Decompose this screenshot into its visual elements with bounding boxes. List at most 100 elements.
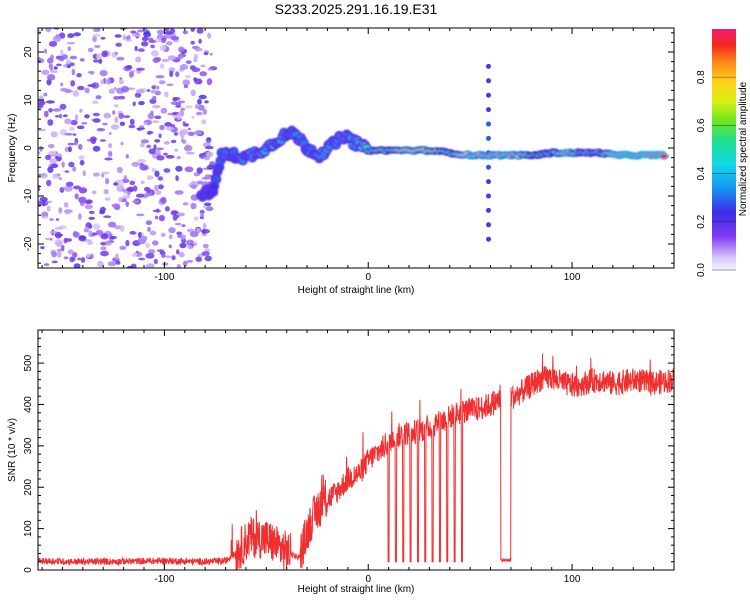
noise-cell: [190, 184, 197, 190]
noise-cell: [141, 41, 149, 47]
noise-cell: [123, 115, 131, 118]
noise-cell: [96, 53, 103, 60]
noise-cell: [205, 151, 214, 158]
noise-cell: [63, 114, 68, 117]
noise-cell: [202, 222, 207, 229]
noise-cell: [80, 257, 86, 263]
noise-cell: [119, 77, 123, 80]
y-tick-label: 20: [23, 46, 34, 58]
noise-cell: [49, 158, 58, 165]
noise-cell: [152, 57, 161, 63]
noise-cell: [49, 218, 54, 221]
noise-cell: [170, 211, 179, 214]
noise-cell: [111, 203, 121, 208]
stripe-cell: [486, 107, 491, 113]
noise-cell: [152, 104, 161, 109]
noise-cell: [204, 145, 214, 150]
noise-cell: [78, 213, 82, 220]
noise-cell: [172, 97, 178, 102]
noise-cell: [151, 85, 156, 89]
noise-cell: [174, 190, 184, 195]
noise-cell: [46, 78, 52, 86]
noise-cell: [181, 224, 186, 228]
noise-cell: [176, 155, 181, 160]
noise-cell: [190, 89, 196, 97]
noise-cell: [175, 56, 184, 60]
noise-cell: [204, 174, 212, 178]
noise-cell: [195, 256, 202, 263]
noise-cell: [84, 199, 92, 205]
noise-cell: [125, 239, 130, 247]
noise-cell: [203, 52, 209, 56]
colorbar-gradient: [712, 29, 736, 270]
noise-cell: [132, 185, 138, 192]
noise-cell: [118, 113, 125, 119]
noise-cell: [84, 226, 89, 233]
noise-cell: [120, 141, 124, 146]
noise-cell: [190, 28, 195, 32]
noise-cell: [67, 146, 72, 153]
noise-cell: [56, 251, 62, 258]
noise-cell: [52, 35, 62, 43]
noise-cell: [139, 164, 148, 171]
noise-cell: [50, 54, 54, 60]
noise-cell: [84, 204, 93, 210]
noise-cell: [176, 113, 182, 121]
noise-cell: [197, 98, 202, 105]
noise-cell: [74, 141, 78, 146]
noise-cell: [147, 37, 154, 41]
stripe-cell: [486, 92, 491, 98]
snr-series-line: [38, 353, 674, 570]
noise-cell: [39, 145, 43, 152]
noise-cell: [182, 79, 191, 86]
noise-cell: [200, 212, 205, 218]
noise-cell: [185, 105, 193, 109]
noise-cell: [67, 33, 75, 39]
noise-cell: [92, 112, 100, 117]
noise-cell: [136, 213, 145, 217]
noise-cell: [100, 246, 107, 251]
noise-cell: [103, 215, 112, 218]
noise-cell: [59, 103, 67, 110]
noise-cell: [137, 159, 146, 163]
track-cell: [230, 148, 238, 155]
noise-cell: [118, 95, 126, 100]
noise-cell: [114, 225, 122, 230]
colorbar-tick-label: 0.2: [696, 214, 707, 228]
noise-cell: [201, 228, 207, 235]
noise-cell: [175, 105, 182, 108]
noise-cell: [45, 154, 52, 160]
noise-cell: [128, 124, 136, 129]
noise-cell: [92, 223, 101, 230]
snr-panel: -100 0 100 0 100 200 300 400 500 Height of stra…: [7, 329, 675, 595]
stripe-cell: [486, 164, 491, 170]
noise-cell: [164, 122, 173, 127]
noise-cell: [88, 210, 95, 215]
noise-cell: [53, 66, 58, 70]
noise-cell: [72, 166, 77, 172]
noise-cell: [198, 94, 207, 100]
noise-cell: [176, 215, 180, 218]
noise-cell: [198, 38, 202, 44]
noise-cell: [134, 45, 138, 52]
noise-cell: [190, 202, 197, 210]
snr-frame: [37, 329, 675, 571]
noise-cell: [38, 151, 41, 155]
noise-cell: [166, 83, 174, 87]
noise-cell: [72, 133, 77, 136]
noise-cell: [134, 92, 142, 98]
noise-cell: [178, 251, 185, 258]
noise-cell: [155, 75, 165, 79]
noise-cell: [38, 187, 41, 192]
noise-cell: [64, 146, 69, 153]
noise-cell: [106, 78, 111, 85]
noise-cell: [39, 100, 46, 106]
noise-cell: [61, 161, 65, 168]
noise-cell: [193, 56, 198, 63]
noise-cell: [40, 246, 45, 250]
y-tick-label: -10: [23, 188, 34, 203]
y-tick-label: 100: [23, 520, 34, 537]
noise-cell: [101, 171, 110, 175]
noise-cell: [206, 164, 215, 170]
noise-cell: [185, 151, 195, 155]
